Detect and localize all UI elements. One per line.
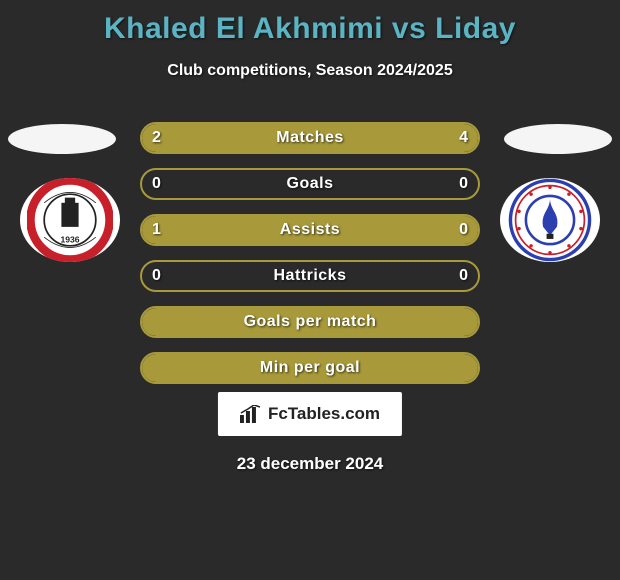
player-right-halo (504, 124, 612, 154)
stat-row: Goals0 0 (140, 168, 480, 200)
brand-badge: FcTables.com (218, 392, 402, 436)
stat-row: Min per goal (140, 352, 480, 384)
stat-value-right: 0 (459, 216, 468, 244)
stat-value-left: 1 (152, 216, 161, 244)
stat-value-right: 4 (459, 124, 468, 152)
club-logo-right-svg (507, 178, 593, 262)
stat-row: Matches2 4 (140, 122, 480, 154)
stat-row: Assists1 0 (140, 214, 480, 246)
brand-icon (240, 405, 262, 423)
stat-value-right: 0 (459, 262, 468, 290)
snapshot-date: 23 december 2024 (0, 454, 620, 474)
brand-text: FcTables.com (268, 404, 380, 424)
stat-value-left: 0 (152, 262, 161, 290)
stat-rows: Matches24Goals00Assists10Hattricks00Goal… (140, 122, 480, 398)
stat-label: Hattricks (142, 262, 478, 290)
stat-label: Goals per match (142, 308, 478, 336)
club-logo-year: 1936 (60, 234, 79, 244)
stat-label: Matches (142, 124, 478, 152)
comparison-title: Khaled El Akhmimi vs Liday (0, 0, 620, 46)
stat-row: Goals per match (140, 306, 480, 338)
stat-label: Goals (142, 170, 478, 198)
player-left-club-logo: 1936 (20, 178, 120, 262)
stat-value-right: 0 (459, 170, 468, 198)
player-right-club-logo (500, 178, 600, 262)
comparison-subtitle: Club competitions, Season 2024/2025 (0, 62, 620, 80)
stat-value-left: 0 (152, 170, 161, 198)
player-left-halo (8, 124, 116, 154)
club-logo-left-svg: 1936 (27, 178, 113, 262)
stat-row: Hattricks0 0 (140, 260, 480, 292)
stat-label: Assists (142, 216, 478, 244)
stat-value-left: 2 (152, 124, 161, 152)
stat-label: Min per goal (142, 354, 478, 382)
